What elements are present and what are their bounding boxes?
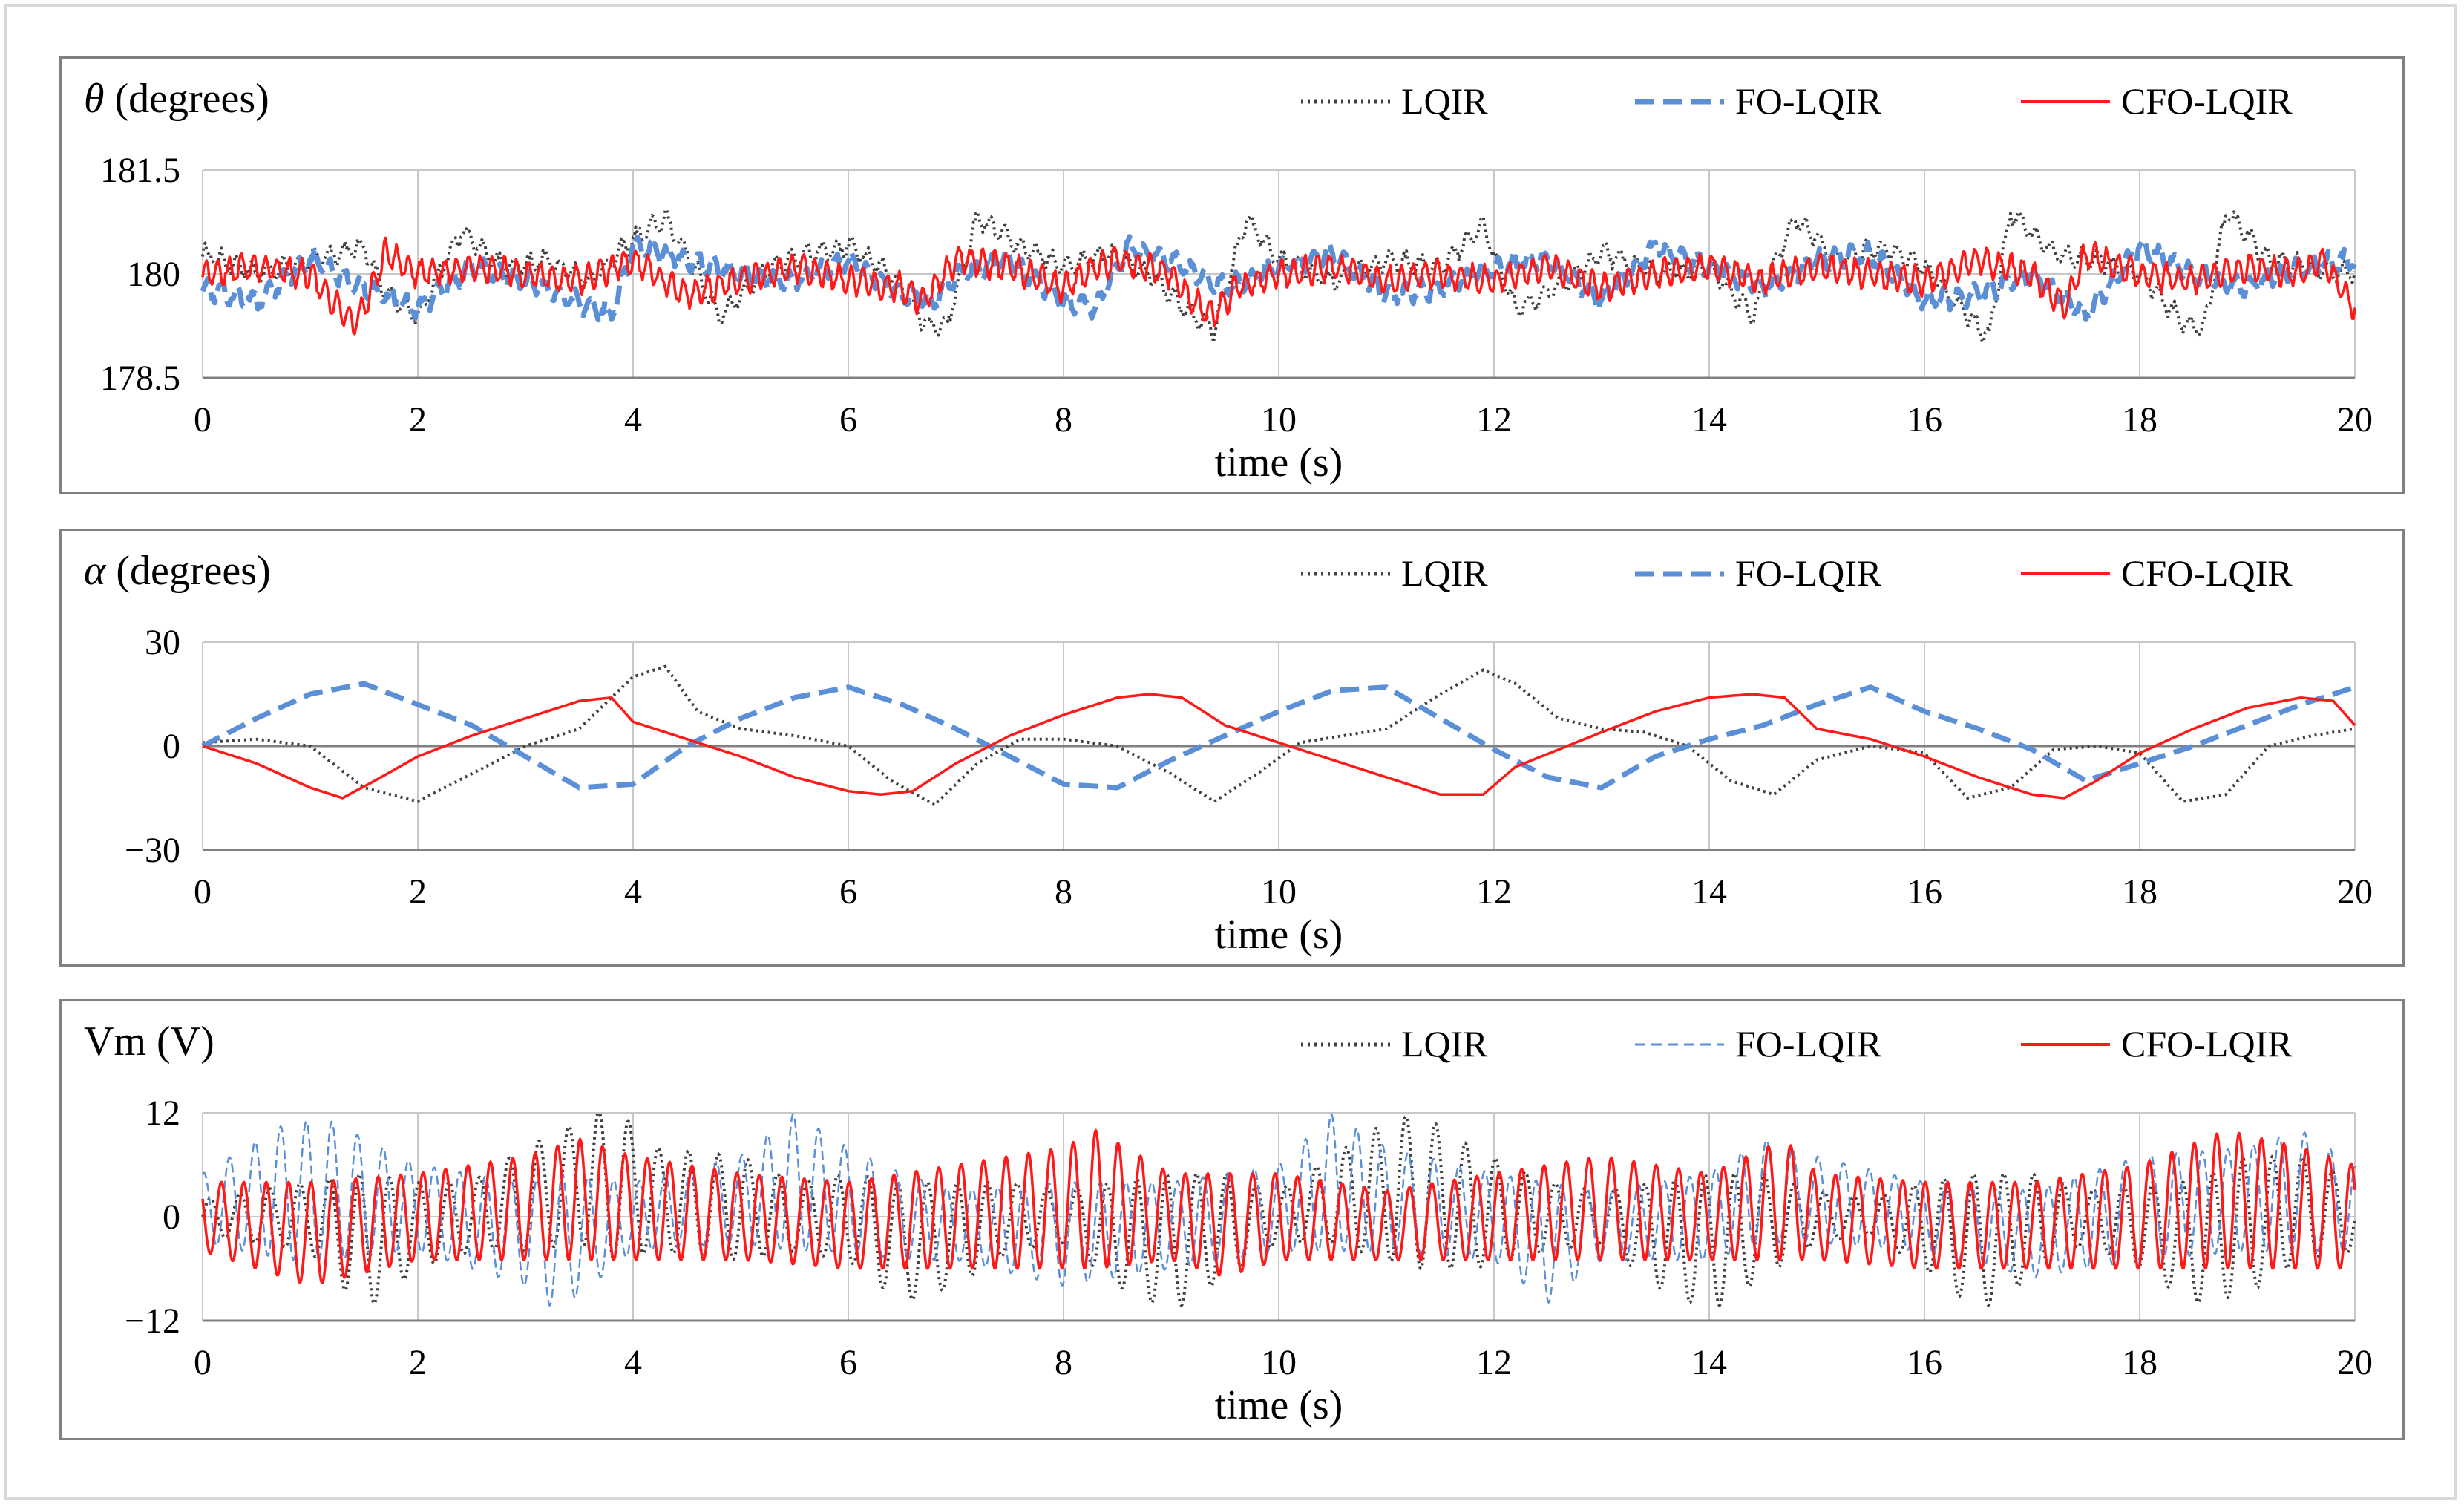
x-tick-label: 16 — [1907, 400, 1942, 439]
x-tick-label: 14 — [1691, 400, 1727, 439]
x-tick-label: 10 — [1261, 400, 1297, 439]
y-tick-label: −30 — [125, 831, 180, 870]
series-line-cfo-lqir — [201, 236, 2356, 336]
x-axis-label: time (s) — [1215, 439, 1343, 486]
figure-frame — [4, 4, 2457, 1500]
x-tick-label: 12 — [1476, 872, 1512, 912]
series-line-lqir — [202, 664, 2356, 807]
x-tick-label: 20 — [2337, 1343, 2373, 1382]
panel-title: Vm (V) — [84, 1019, 214, 1065]
x-tick-label: 8 — [1055, 400, 1072, 439]
x-tick-label: 4 — [624, 1343, 642, 1382]
x-tick-label: 6 — [839, 400, 857, 439]
legend-item-lqir: LQIR — [1301, 1023, 1488, 1065]
x-tick-label: 0 — [194, 872, 212, 912]
legend-item-cfo-lqir: CFO-LQIR — [2021, 1023, 2293, 1065]
vm-panel: 12 0 −12 0 2 4 6 8 10 12 14 16 18 20 time (s) Vm (V) LQI… — [59, 999, 2405, 1440]
x-tick-label: 16 — [1907, 872, 1942, 912]
legend-label: LQIR — [1401, 80, 1488, 122]
legend-label: CFO-LQIR — [2121, 552, 2293, 594]
y-tick-label: 178.5 — [100, 359, 180, 398]
legend-item-fo-lqir: FO-LQIR — [1635, 80, 1882, 122]
x-tick-label: 10 — [1261, 872, 1297, 912]
panel-title: θ (degrees) — [84, 76, 269, 122]
legend-item-lqir: LQIR — [1301, 80, 1488, 122]
x-tick-label: 12 — [1476, 400, 1512, 439]
legend-label: CFO-LQIR — [2121, 1023, 2293, 1065]
x-axis-label: time (s) — [1215, 912, 1343, 958]
x-tick-label: 0 — [194, 400, 212, 439]
x-tick-label: 6 — [839, 872, 857, 912]
x-tick-label: 20 — [2337, 872, 2373, 912]
series-line-cfo-lqir — [201, 1128, 2356, 1284]
series-line-cfo-lqir — [202, 693, 2356, 800]
x-tick-label: 20 — [2337, 400, 2373, 439]
y-tick-label: 180 — [127, 255, 180, 294]
y-tick-label: 12 — [145, 1094, 180, 1133]
y-tick-label: −12 — [125, 1301, 180, 1341]
x-tick-label: 14 — [1691, 872, 1727, 912]
y-tick-label: 30 — [145, 623, 180, 662]
x-tick-label: 18 — [2122, 400, 2157, 439]
y-tick-label: 0 — [163, 1197, 180, 1237]
title-symbol: α — [84, 548, 107, 594]
legend-item-fo-lqir: FO-LQIR — [1635, 1023, 1882, 1065]
series-line-fo-lqir — [200, 234, 2358, 323]
x-tick-label: 4 — [624, 400, 642, 439]
x-axis-label: time (s) — [1215, 1382, 1343, 1428]
x-tick-label: 2 — [409, 400, 427, 439]
legend-label: FO-LQIR — [1735, 1023, 1882, 1065]
x-tick-label: 8 — [1055, 872, 1072, 912]
x-tick-label: 10 — [1261, 1343, 1297, 1382]
x-tick-label: 8 — [1055, 1343, 1072, 1382]
legend-label: FO-LQIR — [1735, 552, 1882, 594]
series-line-lqir — [201, 207, 2356, 344]
title-symbol: θ — [84, 76, 105, 122]
x-tick-label: 18 — [2122, 872, 2157, 912]
legend-item-cfo-lqir: CFO-LQIR — [2021, 552, 2293, 594]
x-tick-label: 14 — [1691, 1343, 1727, 1382]
legend-item-cfo-lqir: CFO-LQIR — [2021, 80, 2293, 122]
legend-item-lqir: LQIR — [1301, 552, 1488, 594]
x-tick-label: 6 — [839, 1343, 857, 1382]
legend-label: LQIR — [1401, 552, 1488, 594]
title-text: Vm (V) — [84, 1019, 214, 1065]
legend-label: CFO-LQIR — [2121, 80, 2293, 122]
vm-chart-svg: 12 0 −12 0 2 4 6 8 10 12 14 16 18 20 time (s) Vm (V) LQI… — [84, 1019, 2373, 1428]
title-text: (degrees) — [105, 76, 269, 122]
panel-title: α (degrees) — [84, 548, 271, 594]
y-tick-label: 0 — [163, 727, 180, 766]
y-tick-label: 181.5 — [100, 151, 180, 190]
theta-chart-svg: 181.5 180 178.5 0 2 4 6 8 10 12 14 16 18 20 time (s) θ … — [84, 76, 2373, 486]
theta-panel: 181.5 180 178.5 0 2 4 6 8 10 12 14 16 18 20 time (s) θ … — [59, 56, 2405, 494]
legend-label: LQIR — [1401, 1023, 1488, 1065]
x-tick-label: 2 — [409, 872, 427, 912]
legend-label: FO-LQIR — [1735, 80, 1882, 122]
x-tick-label: 18 — [2122, 1343, 2157, 1382]
legend-item-fo-lqir: FO-LQIR — [1635, 552, 1882, 594]
x-tick-label: 4 — [624, 872, 642, 912]
x-tick-label: 12 — [1476, 1343, 1512, 1382]
x-tick-label: 16 — [1907, 1343, 1942, 1382]
title-text: (degrees) — [105, 548, 270, 594]
alpha-chart-svg: 30 0 −30 0 2 4 6 8 10 12 14 16 18 20 time (s) α (degree… — [84, 548, 2373, 958]
x-tick-label: 0 — [194, 1343, 212, 1382]
x-tick-label: 2 — [409, 1343, 427, 1382]
series-line-fo-lqir — [201, 681, 2356, 791]
alpha-panel: 30 0 −30 0 2 4 6 8 10 12 14 16 18 20 time (s) α (degree… — [59, 529, 2405, 967]
